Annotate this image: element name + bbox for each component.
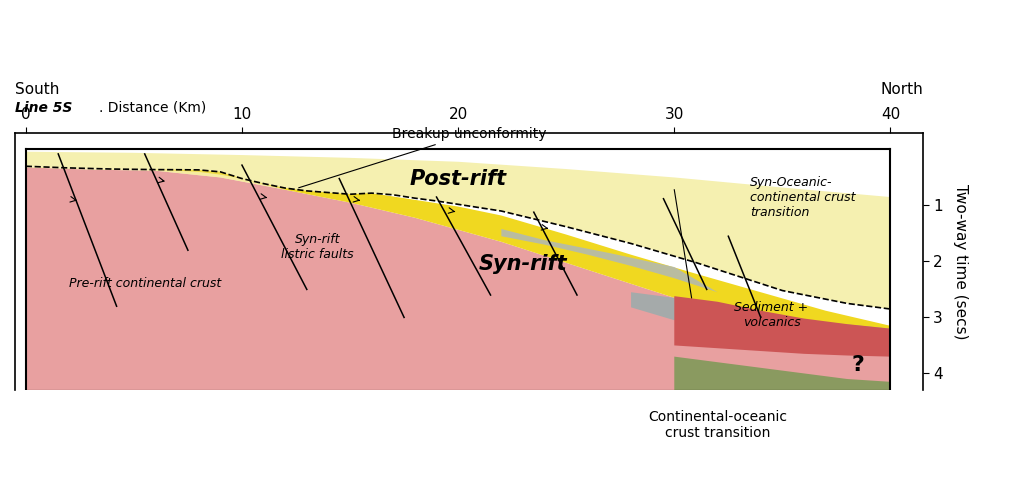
Text: Continental-oceanic
crust transition: Continental-oceanic crust transition — [648, 410, 787, 440]
Polygon shape — [631, 292, 891, 357]
Text: ?: ? — [852, 355, 864, 375]
Polygon shape — [113, 162, 286, 190]
Polygon shape — [674, 296, 891, 357]
Polygon shape — [502, 229, 718, 292]
Text: Syn-rift: Syn-rift — [478, 254, 567, 274]
Text: Post-rift: Post-rift — [410, 168, 507, 189]
Text: . Distance (Km): . Distance (Km) — [98, 101, 206, 115]
Text: Syn-rift
listric faults: Syn-rift listric faults — [282, 234, 354, 261]
Text: South: South — [15, 82, 59, 97]
Text: North: North — [880, 82, 923, 97]
Polygon shape — [26, 152, 891, 309]
Text: Syn-Oceanic-
continental crust
transition: Syn-Oceanic- continental crust transitio… — [750, 175, 855, 218]
Text: Line 5S: Line 5S — [15, 101, 73, 115]
Text: Breakup unconformity: Breakup unconformity — [299, 127, 546, 188]
Polygon shape — [674, 357, 891, 390]
Text: Pre-rift continental crust: Pre-rift continental crust — [69, 277, 221, 290]
Text: Sediment +
volcanics: Sediment + volcanics — [734, 301, 809, 329]
Y-axis label: Two-way time (secs): Two-way time (secs) — [953, 184, 968, 339]
Polygon shape — [26, 167, 891, 390]
Polygon shape — [26, 166, 286, 190]
Polygon shape — [286, 183, 891, 345]
